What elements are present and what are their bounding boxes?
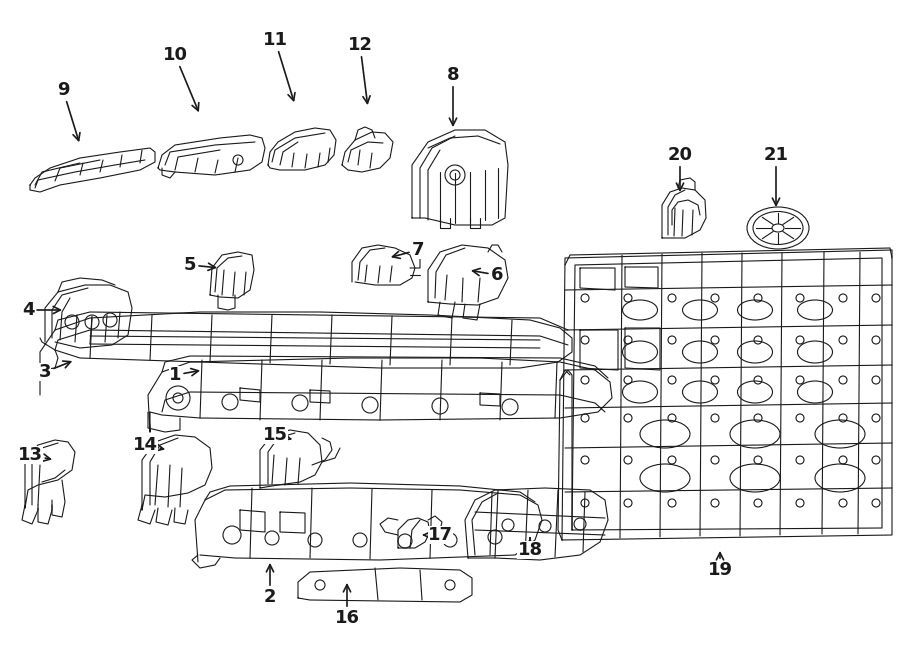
Text: 10: 10 [163,46,199,110]
Text: 4: 4 [22,301,60,319]
Text: 1: 1 [169,366,198,384]
Text: 2: 2 [264,564,276,606]
Text: 6: 6 [472,266,503,284]
Text: 3: 3 [39,361,71,381]
Text: 18: 18 [518,538,543,559]
Text: 15: 15 [263,426,291,444]
Text: 7: 7 [392,241,424,259]
Text: 21: 21 [763,146,788,206]
Text: 13: 13 [17,446,50,464]
Text: 9: 9 [57,81,80,141]
Text: 20: 20 [668,146,692,190]
Text: 17: 17 [424,526,453,544]
Text: 14: 14 [132,436,164,454]
Text: 12: 12 [347,36,373,103]
Text: 19: 19 [707,553,733,579]
Text: 5: 5 [184,256,215,274]
Text: 16: 16 [335,584,359,627]
Text: 11: 11 [263,31,295,100]
Text: 8: 8 [446,66,459,126]
